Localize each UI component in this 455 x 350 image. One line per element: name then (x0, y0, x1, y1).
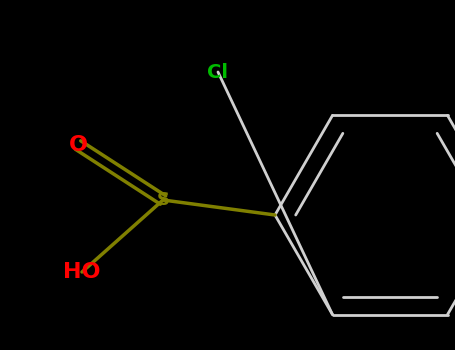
Text: S: S (157, 191, 170, 209)
Text: Cl: Cl (207, 63, 228, 82)
Text: O: O (69, 135, 87, 155)
Text: HO: HO (63, 262, 101, 282)
